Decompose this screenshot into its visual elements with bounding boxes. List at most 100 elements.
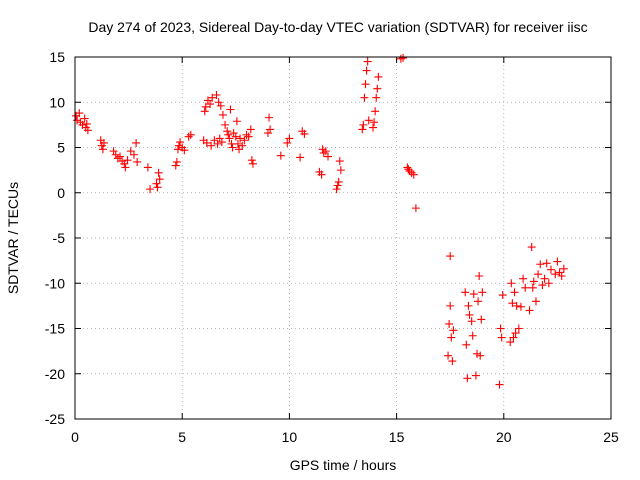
data-point xyxy=(233,139,242,148)
data-point xyxy=(123,156,132,165)
y-axis-label: SDTVAR / TECUs xyxy=(5,182,21,294)
data-point xyxy=(223,127,232,136)
data-point xyxy=(531,297,540,306)
data-point xyxy=(411,204,420,213)
data-point xyxy=(206,100,215,109)
data-point xyxy=(202,138,211,147)
x-tick-labels: 0 5 10 15 20 25 xyxy=(71,429,619,445)
data-point xyxy=(80,114,89,123)
data-point xyxy=(445,319,454,328)
data-point xyxy=(478,288,487,297)
data-point xyxy=(186,130,195,139)
data-point xyxy=(263,129,272,138)
data-point xyxy=(334,177,343,186)
data-points xyxy=(72,53,568,389)
data-point xyxy=(462,340,471,349)
data-point xyxy=(512,301,521,310)
data-point xyxy=(448,357,457,366)
data-point xyxy=(246,125,255,134)
data-point xyxy=(173,145,182,154)
data-point xyxy=(369,123,378,132)
data-point xyxy=(248,159,257,168)
x-axis-label: GPS time / hours xyxy=(290,457,397,473)
data-point xyxy=(146,185,155,194)
data-point xyxy=(467,317,476,326)
data-point xyxy=(75,109,84,118)
data-point xyxy=(495,380,504,389)
x-tick-label: 0 xyxy=(71,429,79,445)
plot-frame xyxy=(74,56,612,420)
data-point xyxy=(363,57,372,66)
data-point xyxy=(215,134,224,143)
data-point xyxy=(155,175,164,184)
data-point xyxy=(121,163,130,172)
data-point xyxy=(498,291,507,300)
x-tick-label: 5 xyxy=(178,429,186,445)
data-point xyxy=(285,134,294,143)
data-point xyxy=(553,257,562,266)
data-point xyxy=(359,120,368,129)
data-point xyxy=(132,138,141,147)
x-tick-label: 20 xyxy=(496,429,512,445)
y-tick-label: -25 xyxy=(45,411,65,427)
data-point xyxy=(98,145,107,154)
data-point xyxy=(218,110,227,119)
data-point xyxy=(447,333,456,342)
data-point xyxy=(510,288,519,297)
data-point xyxy=(242,130,251,139)
data-point xyxy=(111,150,120,159)
data-point xyxy=(471,371,480,380)
data-point xyxy=(497,333,506,342)
data-point xyxy=(446,252,455,261)
y-tick-labels: -25 -20 -15 -10 -5 0 5 10 15 xyxy=(45,49,65,427)
data-point xyxy=(465,310,474,319)
data-point xyxy=(226,105,235,114)
data-point xyxy=(373,84,382,93)
grid xyxy=(75,57,611,419)
data-point xyxy=(109,147,118,156)
data-point xyxy=(82,119,91,128)
y-tick-label: -5 xyxy=(53,230,66,246)
data-point xyxy=(409,170,418,179)
data-point xyxy=(555,268,564,277)
data-point xyxy=(319,148,328,157)
data-point xyxy=(184,132,193,141)
data-point xyxy=(244,132,253,141)
data-point xyxy=(200,107,209,116)
data-point xyxy=(534,270,543,279)
data-point xyxy=(216,101,225,110)
data-point xyxy=(525,306,534,315)
y-tick-label: 15 xyxy=(49,49,65,65)
data-point xyxy=(507,279,516,288)
y-tick-label: -10 xyxy=(45,275,65,291)
data-point xyxy=(321,147,330,156)
data-point xyxy=(153,183,162,192)
data-point xyxy=(544,279,553,288)
data-point xyxy=(224,130,233,139)
data-point xyxy=(232,117,241,126)
data-point xyxy=(265,113,274,122)
data-point xyxy=(283,138,292,147)
data-point xyxy=(546,265,555,274)
data-point xyxy=(236,134,245,143)
data-point xyxy=(229,129,238,138)
data-point xyxy=(449,326,458,335)
data-point xyxy=(506,338,515,347)
data-point xyxy=(370,118,379,127)
data-point xyxy=(276,151,285,160)
data-point xyxy=(358,125,367,134)
y-tick-label: -20 xyxy=(45,366,65,382)
data-point xyxy=(508,299,517,308)
data-point xyxy=(469,290,478,299)
data-point xyxy=(317,170,326,179)
data-point xyxy=(225,134,234,143)
data-point xyxy=(496,324,505,333)
data-point xyxy=(360,93,369,102)
x-tick-label: 15 xyxy=(389,429,405,445)
data-point xyxy=(371,107,380,116)
data-point xyxy=(551,270,560,279)
data-point xyxy=(403,163,412,172)
data-point xyxy=(201,102,210,111)
data-point xyxy=(332,185,341,194)
